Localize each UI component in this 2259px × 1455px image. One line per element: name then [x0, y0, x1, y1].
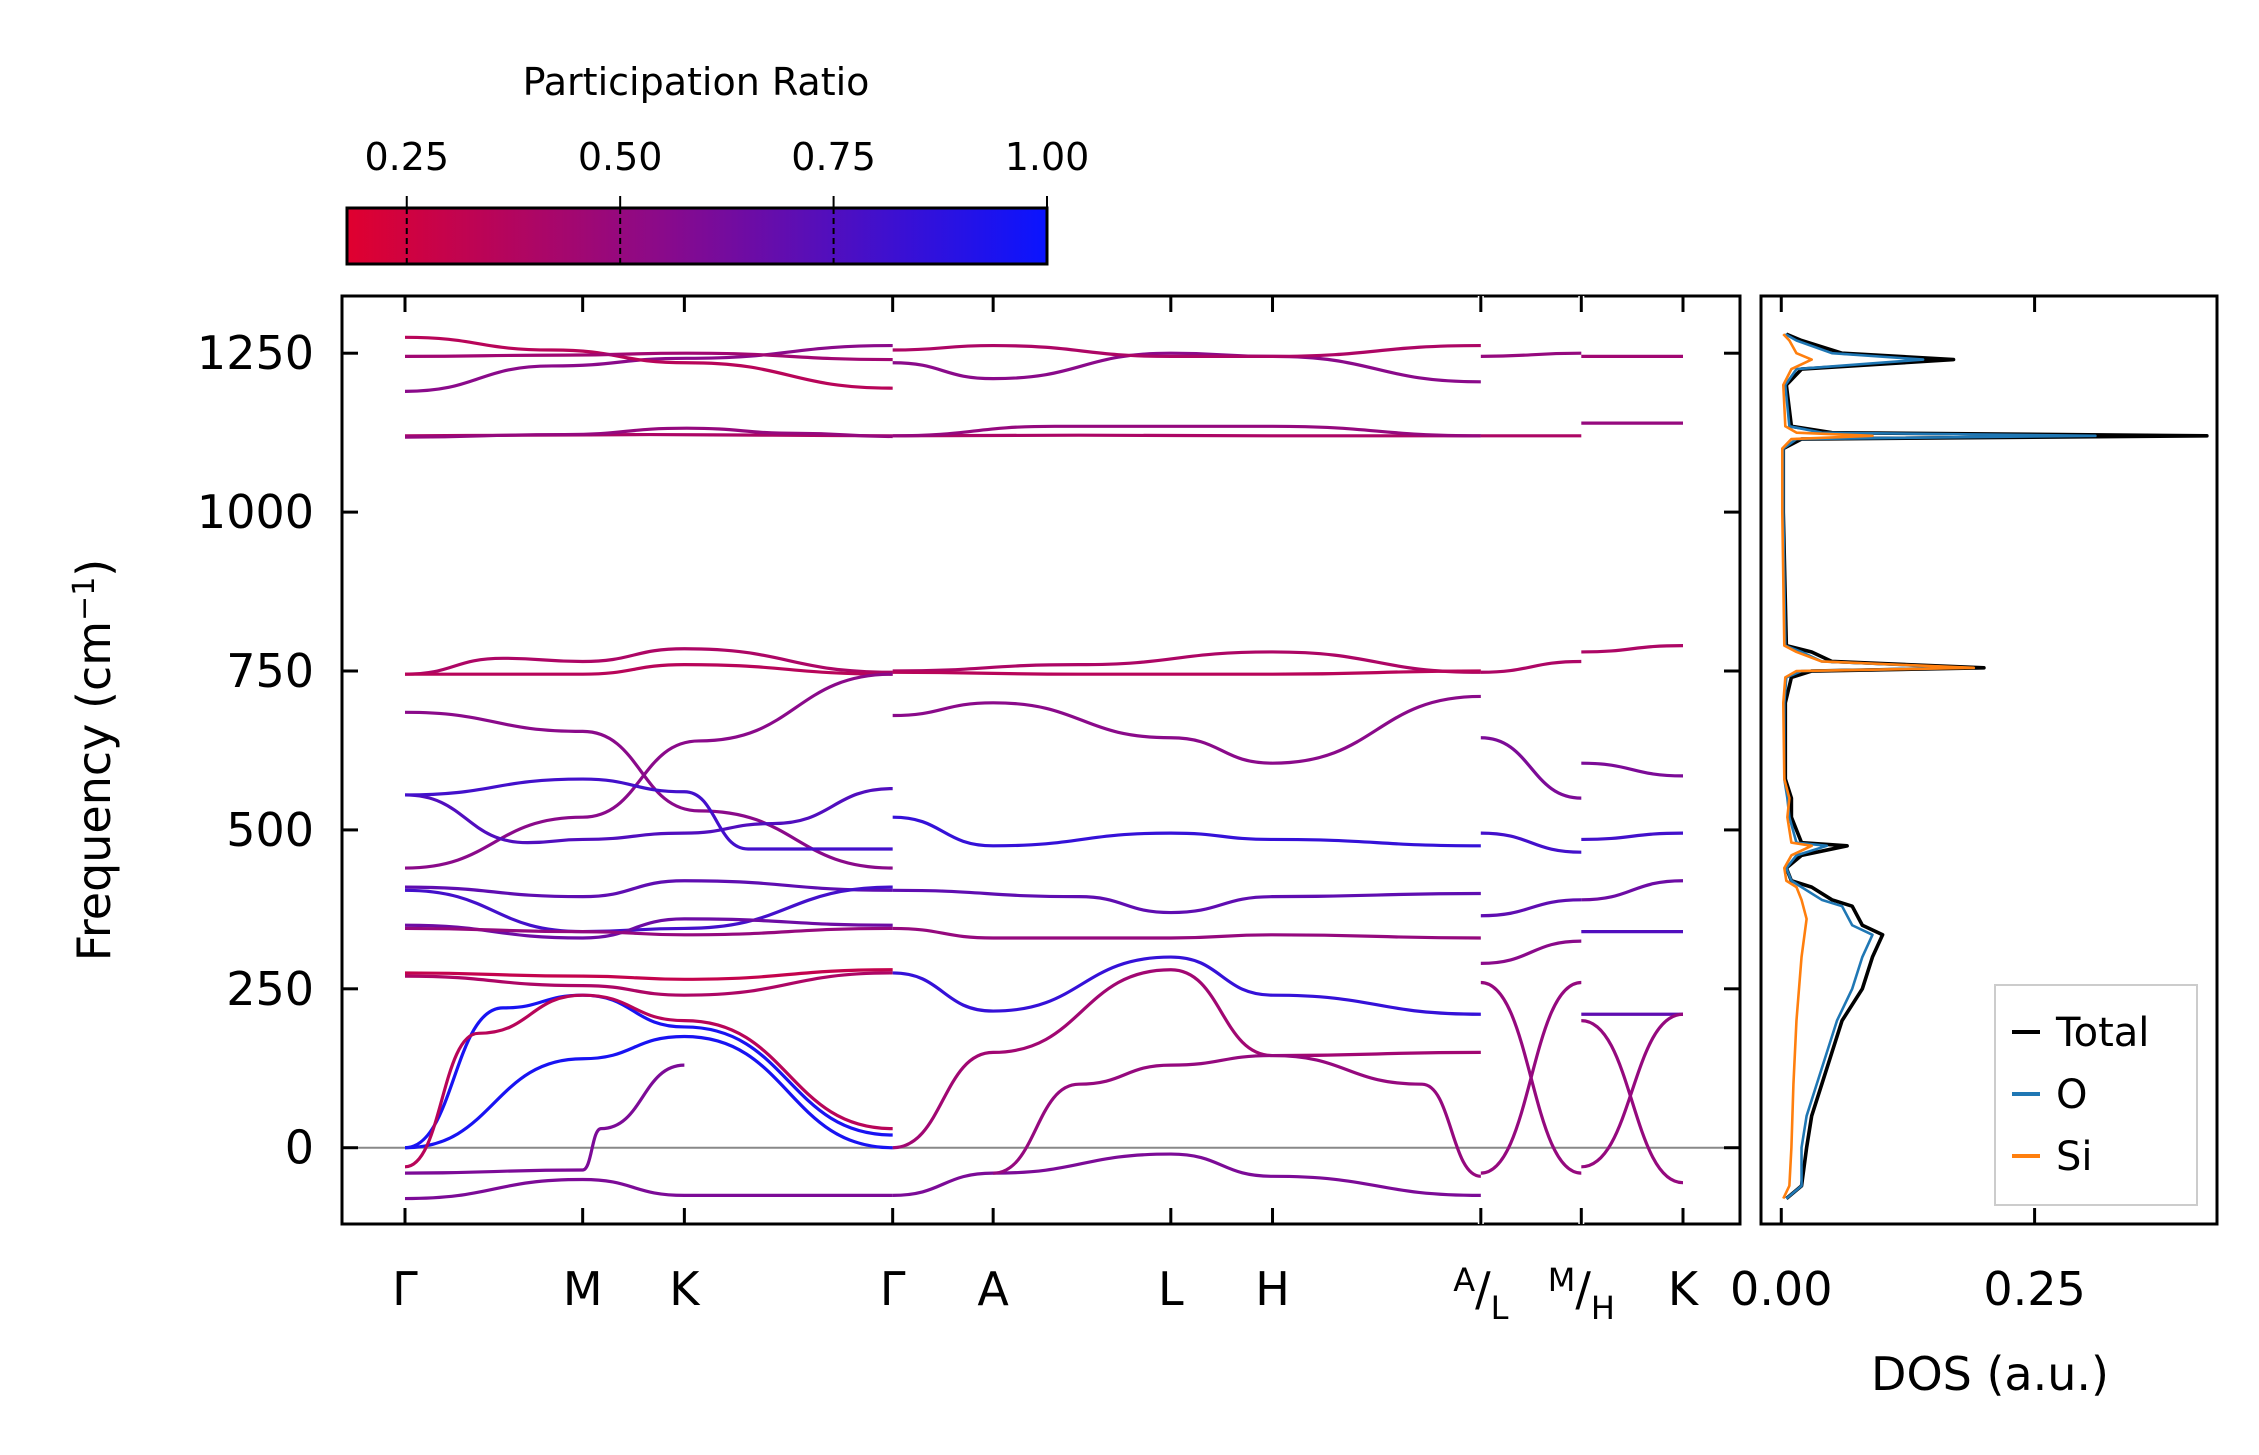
frequency-tick-label: 500 [226, 803, 314, 857]
colorbar-title: Participation Ratio [523, 60, 870, 104]
phonon-band [404, 1177, 893, 1201]
phonon-band [1480, 659, 1582, 674]
colorbar: Participation Ratio 0.25 0.50 0.75 1.00 [345, 60, 1089, 266]
phonon-band [892, 968, 1481, 1150]
kpoint-label: K [669, 1262, 701, 1316]
dos-curve-o [1781, 333, 2097, 1200]
frequency-tick-label: 0 [285, 1121, 314, 1175]
phonon-band [1581, 1012, 1684, 1169]
kpoint-label: M [563, 1262, 603, 1316]
kpoint-label: L [1158, 1262, 1184, 1316]
phonon-band [1581, 831, 1684, 842]
phonon-band [1480, 736, 1582, 800]
phonon-band [892, 815, 1481, 848]
phonon-band [1480, 939, 1582, 965]
dos-tick-label: 0.25 [1983, 1262, 2085, 1316]
dos-tick-label: 0.00 [1730, 1262, 1832, 1316]
phonon-band [404, 926, 893, 937]
dos-axis-ticks: 0.00 0.25 [1730, 296, 2086, 1316]
phonon-band [892, 433, 1481, 438]
phonon-band [404, 343, 893, 393]
dos-panel: 0.00 0.25 DOS (a.u.) Total O Si [1730, 294, 2219, 1401]
colorbar-tick-label: 0.25 [364, 135, 449, 179]
phonon-band [404, 1034, 893, 1150]
phonon-band [993, 1053, 1482, 1178]
phonon-band [1480, 980, 1582, 1175]
kpoint-label: Γ [392, 1262, 418, 1316]
dos-legend: Total O Si [1994, 984, 2198, 1206]
kpoint-label: H [1255, 1262, 1290, 1316]
phonon-band [404, 672, 893, 870]
phonon-band [1581, 643, 1684, 654]
kpoint-label: A [977, 1262, 1009, 1316]
phonon-band [892, 1152, 1481, 1197]
phonon-band [404, 351, 893, 362]
kpoint-label: Γ [880, 1262, 906, 1316]
phonon-band [404, 426, 893, 439]
band-plot-frame [340, 294, 1742, 1226]
kpoint-label: K [1668, 1262, 1700, 1316]
kpath-separators [1477, 296, 1585, 1224]
colorbar-ticks: 0.25 0.50 0.75 1.00 [364, 135, 1089, 264]
phonon-band [1480, 351, 1582, 358]
kpoint-label-slash: / [1475, 1262, 1491, 1316]
phonon-band [892, 955, 1481, 1016]
colorbar-tick-label: 0.75 [791, 135, 876, 179]
colorbar-tick-label: 0.50 [578, 135, 663, 179]
frequency-tick-label: 750 [226, 644, 314, 698]
dos-curve-si [1780, 333, 1976, 1200]
phonon-band [892, 351, 1481, 384]
frequency-tick-label: 250 [226, 962, 314, 1016]
phonon-band [1581, 879, 1684, 902]
phonon-band [404, 663, 893, 676]
phonon-band [892, 343, 1481, 358]
phonon-band [404, 335, 893, 390]
dos-curves [1780, 332, 2209, 1200]
kpoint-label: A/L [1453, 1261, 1508, 1327]
phonon-band [892, 669, 1481, 676]
phonon-band [404, 885, 893, 934]
kpoint-label-sup: A [1453, 1261, 1475, 1299]
kpoint-label-sub: L [1491, 1289, 1509, 1327]
kpoint-label: M/H [1548, 1261, 1615, 1327]
kpoint-label-sub: H [1591, 1289, 1615, 1327]
colorbar-gradient [345, 206, 1049, 266]
frequency-tick-label: 1250 [197, 326, 314, 380]
legend-label: Total [2055, 1010, 2149, 1056]
phonon-band [892, 424, 1481, 438]
phonon-band [404, 971, 893, 997]
dos-axis-label: DOS (a.u.) [1871, 1347, 2109, 1401]
kpoint-label-sup: M [1548, 1261, 1576, 1299]
legend-label: O [2056, 1072, 2087, 1118]
phonon-band [892, 888, 1481, 915]
phonon-band [1581, 1019, 1684, 1185]
frequency-tick-label: 1000 [197, 485, 314, 539]
phonon-band [404, 879, 893, 899]
frequency-axis-ticks: 0 250 500 750 1000 1250 [197, 326, 2217, 1175]
phonon-band [892, 926, 1481, 940]
frequency-axis-label: Frequency (cm−1) [67, 559, 121, 962]
phonon-band [892, 694, 1481, 765]
phonon-band [404, 777, 893, 851]
phonon-band [1480, 831, 1582, 854]
phonon-band [404, 647, 893, 676]
kpoint-label-slash: / [1575, 1262, 1591, 1316]
phonon-band [1480, 898, 1582, 918]
colorbar-tick-label: 1.00 [1005, 135, 1090, 179]
phonon-band [892, 650, 1481, 674]
phonon-bands [404, 335, 1684, 1201]
phonon-band [404, 968, 893, 981]
phonon-band [404, 993, 893, 1169]
phonon-band [404, 787, 893, 845]
kpath-axis-ticks: Γ M K Γ A L H A/LM/H K [392, 296, 1700, 1327]
dos-curve-total [1781, 332, 2209, 1200]
phonon-band [404, 1063, 685, 1175]
legend-label: Si [2056, 1134, 2093, 1180]
phonon-band [1581, 761, 1684, 778]
